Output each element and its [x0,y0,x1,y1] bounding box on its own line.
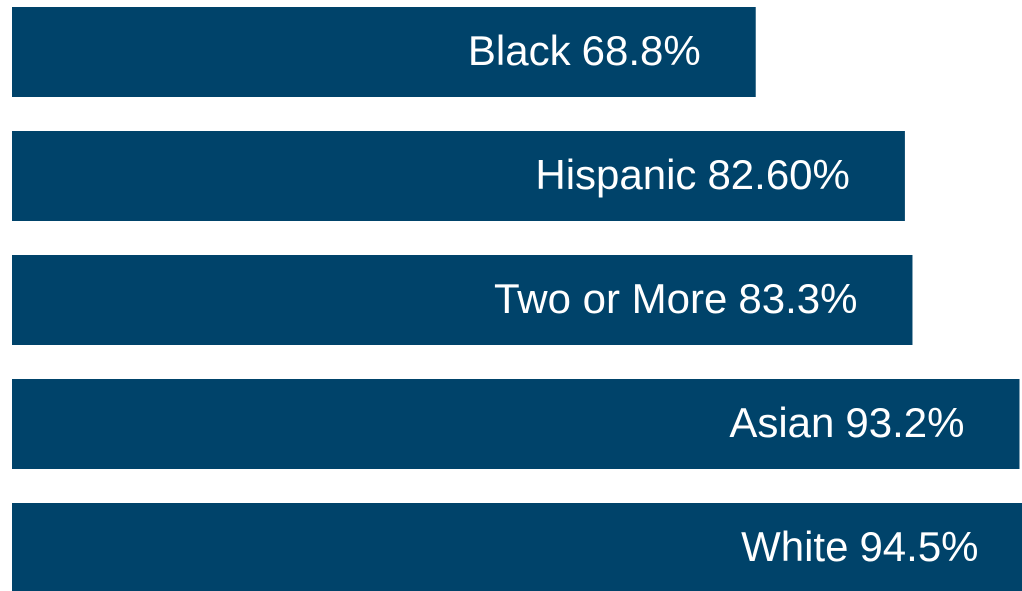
bar [12,7,756,97]
bar [12,379,1020,469]
bar-label: White 94.5% [741,523,978,570]
bar [12,503,1022,591]
bar-label: Two or More 83.3% [494,275,858,322]
value-label: 83.3% [738,275,857,322]
value-label: 93.2% [845,399,964,446]
bar-label: Asian 93.2% [729,399,964,446]
category-label: White [741,523,848,570]
category-label: Asian [729,399,834,446]
bar [12,131,905,221]
value-label: 68.8% [582,27,701,74]
category-label: Hispanic [535,151,696,198]
category-label: Two or More [494,275,727,322]
bar [12,255,913,345]
bar-label: Hispanic 82.60% [535,151,850,198]
bar-label: Black 68.8% [468,27,701,74]
category-label: Black [468,27,572,74]
value-label: 94.5% [859,523,978,570]
value-label: 82.60% [707,151,849,198]
